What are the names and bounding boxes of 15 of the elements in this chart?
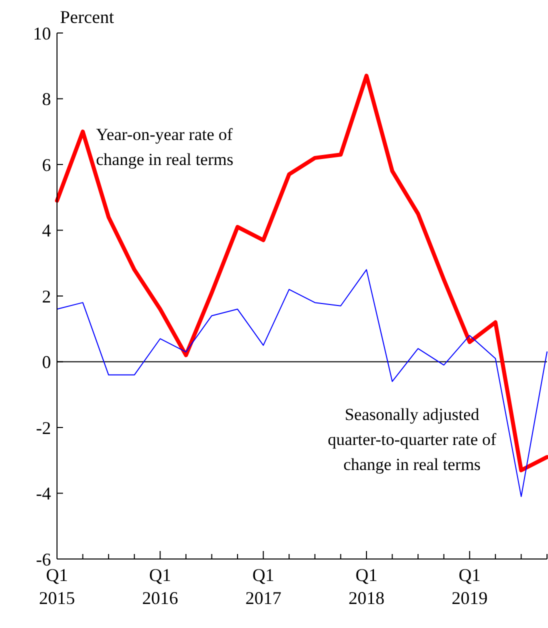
y-tick-label: 0 (42, 352, 51, 372)
x-tick-label: Q1 2016 (142, 565, 178, 608)
y-axis-title: Percent (60, 7, 114, 27)
x-tick-label: Q1 2017 (245, 565, 282, 608)
y-tick-label: 10 (33, 23, 51, 44)
y-tick-label: 6 (42, 154, 51, 175)
x-tick-label: Q1 2019 (452, 565, 488, 608)
x-tick-label: Q1 2018 (348, 565, 384, 608)
y-tick-label: 4 (42, 220, 51, 241)
y-tick-label: 8 (42, 89, 51, 110)
series-label: Seasonally adjusted quarter-to-quarter rate of change in real terms (328, 405, 497, 474)
y-tick-label: -4 (36, 484, 51, 504)
series-label: Year-on-year rate of change in real terms (96, 125, 234, 169)
y-tick-label: -2 (36, 418, 51, 438)
y-tick-label: 2 (42, 286, 51, 306)
